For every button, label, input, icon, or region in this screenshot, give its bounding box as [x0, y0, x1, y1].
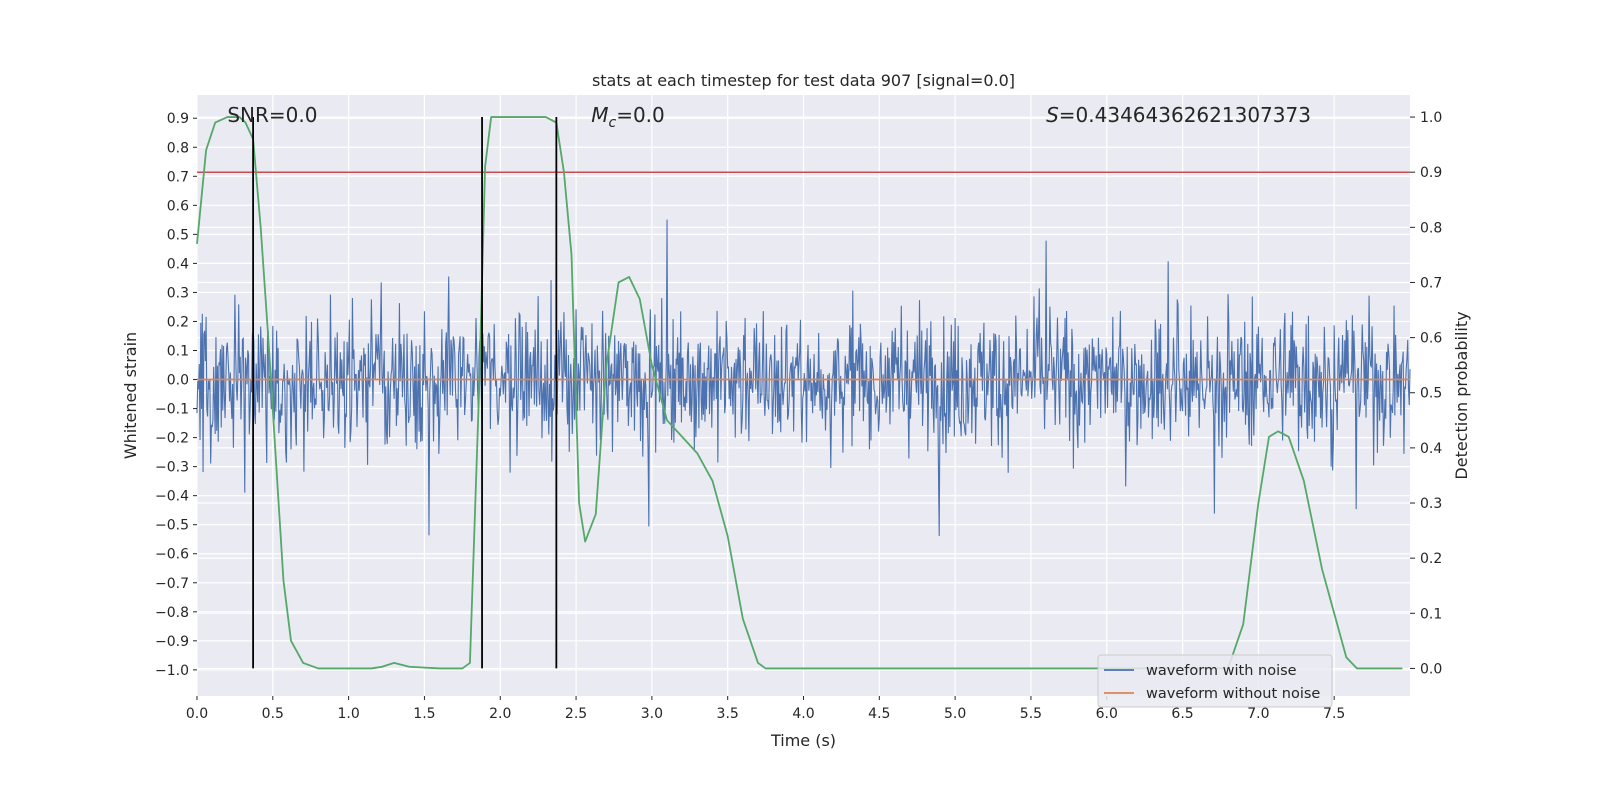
chart-title: stats at each timestep for test data 907…: [592, 71, 1015, 90]
x-tick-label: 2.0: [489, 706, 511, 722]
annotations: SNR=0.0 Mc=0.0 S=0.43464362621307373: [227, 103, 1311, 131]
y-right-tick-label: 0.8: [1420, 220, 1442, 236]
vertical-markers: [252, 117, 558, 669]
x-tick-label: 3.5: [717, 706, 739, 722]
y-left-tick-label: 0.8: [167, 140, 189, 156]
y-right-tick-label: 1.0: [1420, 110, 1442, 126]
x-tick-label: 1.0: [337, 706, 359, 722]
legend: waveform with noise waveform without nois…: [1097, 654, 1333, 708]
x-tick-label: 7.5: [1323, 706, 1345, 722]
y-left-tick-label: 0.2: [167, 314, 189, 330]
legend-box: [1097, 654, 1333, 708]
y-axis-label-left: Whitened strain: [121, 332, 140, 459]
y-right-tick-label: 0.7: [1420, 275, 1442, 291]
line-series: [196, 116, 1410, 670]
x-tick-label: 5.5: [1020, 706, 1042, 722]
y-left-tick-label: 0.4: [167, 256, 189, 272]
x-axis-label: Time (s): [770, 731, 836, 750]
y-left-tick-label: −0.6: [155, 547, 189, 563]
y-left-tick-label: 0.6: [167, 198, 189, 214]
y-left-tick-label: 0.3: [167, 285, 189, 301]
annotation-snr: SNR=0.0: [227, 103, 317, 127]
x-tick-label: 1.5: [413, 706, 435, 722]
y-left-tick-label: −0.5: [155, 518, 189, 534]
x-tick-label: 3.0: [641, 706, 663, 722]
annotation-s: S=0.43464362621307373: [1046, 103, 1311, 127]
y-left-tick-label: −0.4: [155, 489, 189, 505]
noise-series: [196, 219, 1411, 537]
legend-label: waveform with noise: [1146, 663, 1297, 679]
ticks: 0.0 0.5 1.0 1.5 2.0 2.5 3.0 3.5 4.0 4.5 5.0 5.5 6.0 6…: [155, 110, 1442, 722]
legend-label: waveform without noise: [1146, 686, 1320, 702]
annotation-m: Mc=0.0: [591, 103, 665, 131]
y-left-tick-label: −0.7: [155, 576, 189, 592]
y-left-tick-label: 0.5: [167, 227, 189, 243]
y-left-tick-label: −0.9: [155, 634, 189, 650]
x-tick-label: 4.0: [792, 706, 814, 722]
y-left-tick-label: 0.7: [167, 169, 189, 185]
y-right-tick-label: 0.9: [1420, 165, 1442, 181]
y-left-tick-label: −0.2: [155, 431, 189, 447]
y-right-tick-label: 0.5: [1420, 386, 1442, 402]
y-axis-label-right: Detection probability: [1452, 311, 1471, 479]
x-tick-label: 0.5: [262, 706, 284, 722]
y-right-tick-label: 0.0: [1420, 661, 1442, 677]
y-right-tick-label: 0.4: [1420, 441, 1442, 457]
y-left-tick-label: 0.1: [167, 343, 189, 359]
y-right-tick-label: 0.3: [1420, 496, 1442, 512]
y-left-tick-label: −0.8: [155, 605, 189, 621]
x-tick-label: 6.0: [1096, 706, 1118, 722]
y-left-tick-label: −0.3: [155, 460, 189, 476]
y-left-tick-label: 0.9: [167, 111, 189, 127]
y-right-tick-label: 0.1: [1420, 606, 1442, 622]
series-detection-probability: [196, 116, 1403, 670]
series-waveform-with-noise: [196, 219, 1411, 537]
y-left-tick-label: 0.0: [167, 373, 189, 389]
y-left-tick-label: −1.0: [155, 663, 189, 679]
x-tick-label: 5.0: [944, 706, 966, 722]
x-tick-label: 7.0: [1247, 706, 1269, 722]
y-right-tick-label: 0.2: [1420, 551, 1442, 567]
x-tick-label: 4.5: [868, 706, 890, 722]
y-right-tick-label: 0.6: [1420, 331, 1442, 347]
y-left-tick-label: −0.1: [155, 402, 189, 418]
x-tick-label: 6.5: [1171, 706, 1193, 722]
x-tick-label: 0.0: [186, 706, 208, 722]
x-tick-label: 2.5: [565, 706, 587, 722]
